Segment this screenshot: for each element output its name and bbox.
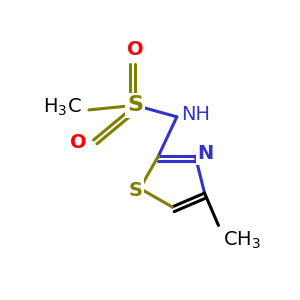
Text: S: S [127, 95, 143, 115]
Text: O: O [70, 133, 87, 152]
Text: S: S [128, 181, 142, 200]
Text: H$_3$C: H$_3$C [44, 97, 82, 118]
Text: N: N [198, 144, 214, 163]
Text: O: O [127, 40, 144, 59]
Text: CH$_3$: CH$_3$ [223, 230, 261, 251]
Text: NH: NH [182, 105, 211, 124]
